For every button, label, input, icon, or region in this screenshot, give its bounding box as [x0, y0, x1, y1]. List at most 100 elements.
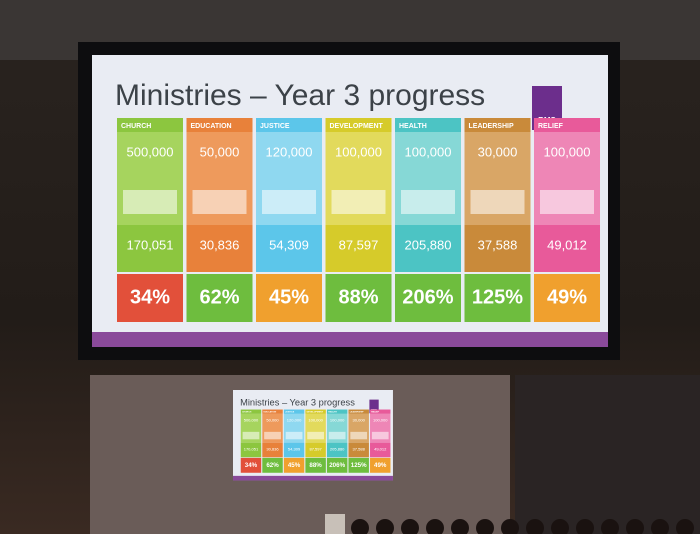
percent-panel [534, 274, 600, 322]
podium [325, 514, 345, 534]
target-value: 100,000 [335, 144, 382, 159]
achieved-panel [325, 225, 392, 272]
achieved-value: 37,588 [478, 237, 518, 252]
column-label: EDUCATION [264, 411, 277, 414]
percent-panel [117, 274, 183, 322]
target-value: 30,000 [353, 417, 366, 422]
slide-footer [233, 475, 393, 481]
achieved-value: 87,597 [309, 446, 322, 451]
column-header [186, 118, 253, 132]
slide-title: Ministries – Year 3 progress [115, 79, 485, 112]
percent-panel [325, 274, 392, 322]
achieved-value: 205,880 [330, 446, 345, 451]
illustration [401, 190, 455, 214]
target-value: 50,000 [200, 144, 240, 159]
illustration [350, 431, 368, 440]
percent-value: 125% [472, 286, 523, 308]
achieved-panel [464, 225, 531, 272]
percent-value: 88% [309, 462, 322, 469]
audience-head [451, 519, 469, 534]
column-label: LEADERSHIP [469, 123, 514, 130]
column-header [348, 409, 369, 414]
achieved-panel [534, 225, 600, 272]
achieved-value: 30,836 [266, 446, 279, 451]
achieved-value: 49,012 [547, 237, 587, 252]
column-header [325, 118, 392, 132]
column-header [395, 118, 461, 132]
percent-panel [348, 457, 369, 473]
percent-value: 88% [338, 286, 378, 308]
target-value: 120,000 [266, 144, 313, 159]
achieved-panel [262, 442, 283, 458]
stage-screen: Ministries – Year 3 progress BMS CHURCH5… [233, 390, 393, 481]
column-label: CHURCH [242, 412, 252, 414]
target-value: 100,000 [544, 144, 591, 159]
target-value: 500,000 [244, 417, 259, 422]
percent-panel [240, 457, 262, 473]
illustration [540, 190, 594, 214]
column-label: EDUCATION [191, 123, 232, 130]
column-label: JUSTICE [260, 123, 290, 130]
percent-panel [283, 457, 305, 473]
achieved-panel [326, 442, 348, 458]
illustration [307, 431, 324, 440]
illustration [242, 431, 260, 440]
percent-panel [326, 457, 348, 473]
column-label: DEVELOPMENT [330, 123, 384, 130]
target-value: 500,000 [127, 144, 174, 159]
percent-value: 34% [245, 462, 258, 469]
target-value: 120,000 [287, 417, 302, 422]
column-label: RELIEF [538, 123, 564, 130]
achieved-panel [117, 225, 183, 272]
percent-value: 49% [547, 286, 587, 308]
audience-head [676, 519, 694, 534]
audience-head [626, 519, 644, 534]
column-header [464, 118, 531, 132]
illustration [371, 431, 389, 440]
column-label: LEADERSHIP [350, 411, 364, 414]
column-header [117, 118, 183, 132]
stage-curtain [515, 375, 700, 534]
target-value: 100,000 [330, 417, 345, 422]
achieved-value: 54,309 [269, 237, 309, 252]
logo [369, 399, 379, 414]
percent-value: 34% [130, 286, 170, 308]
column-label: RELIEF [371, 412, 379, 414]
column-label: JUSTICE [285, 412, 295, 414]
slide-title: Ministries – Year 3 progress [240, 397, 355, 407]
audience-head [376, 519, 394, 534]
achieved-panel [348, 442, 369, 458]
column-header [240, 409, 262, 414]
column-label: HEALTH [328, 411, 337, 414]
column-header [370, 409, 391, 414]
audience-head [551, 519, 569, 534]
column-header [262, 409, 283, 414]
achieved-panel [283, 442, 305, 458]
target-value: 100,000 [405, 144, 452, 159]
achieved-value: 49,012 [374, 446, 387, 451]
audience-head [526, 519, 544, 534]
percent-value: 45% [288, 462, 301, 469]
percent-panel [256, 274, 322, 322]
percent-panel [464, 274, 531, 322]
audience-head [651, 519, 669, 534]
achieved-panel [305, 442, 326, 458]
percent-panel [395, 274, 461, 322]
achieved-panel [395, 225, 461, 272]
audience-head [601, 519, 619, 534]
column-header [283, 409, 305, 414]
column-label: DEVELOPMENT [307, 412, 324, 414]
percent-value: 206% [402, 286, 453, 308]
percent-value: 62% [199, 286, 239, 308]
audience-head [426, 519, 444, 534]
achieved-value: 205,880 [405, 237, 452, 252]
percent-panel [305, 457, 326, 473]
column-label: CHURCH [121, 123, 151, 130]
percent-value: 45% [269, 286, 309, 308]
achieved-panel [370, 442, 391, 458]
illustration [328, 431, 346, 440]
target-value: 100,000 [373, 417, 388, 422]
achieved-value: 37,588 [353, 446, 366, 451]
achieved-value: 87,597 [339, 237, 379, 252]
slide: Ministries – Year 3 progress BMS CHURCH5… [92, 55, 608, 347]
